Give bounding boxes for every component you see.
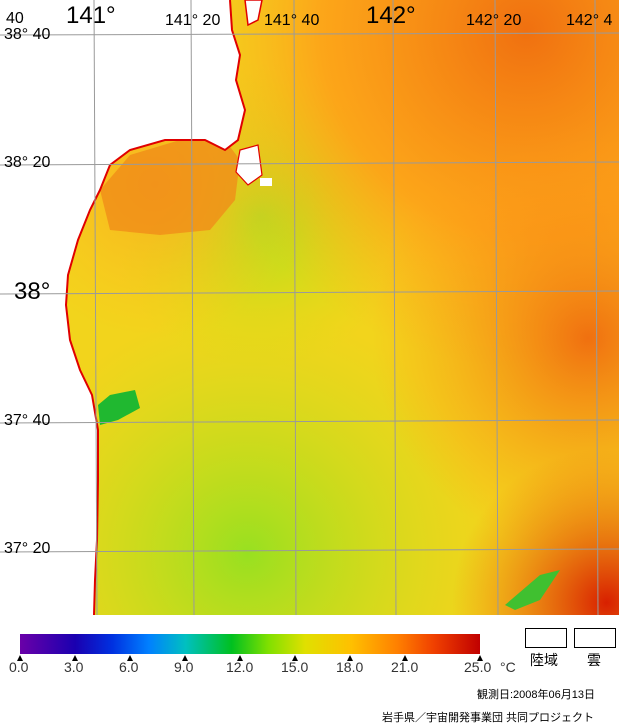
colorbar-tick-label: 12.0 <box>226 659 254 675</box>
colorbar-tick-label: 25.0 <box>464 659 492 675</box>
lon-label-142: 142° <box>366 2 416 29</box>
lon-label-141-20: 141° 20 <box>165 12 221 29</box>
corner-label: 40 <box>6 10 24 27</box>
temperature-color-bar <box>20 634 480 654</box>
lat-label-38-20: 38° 20 <box>4 154 51 171</box>
colorbar-tick-label: 21.0 <box>391 659 419 675</box>
lon-label-142-20: 142° 20 <box>466 12 522 29</box>
colorbar-tick-label: 9.0 <box>174 659 194 675</box>
colorbar-tick-label: 3.0 <box>64 659 84 675</box>
colorbar-unit: °C <box>500 659 516 675</box>
land-legend-label: 陸域 <box>530 652 558 668</box>
lon-label-142-40: 142° 4 <box>566 12 613 29</box>
sea-surface-temperature-map <box>0 0 619 615</box>
lat-label-38: 38° <box>14 278 51 305</box>
cloud-legend-label: 雲 <box>587 652 601 668</box>
credit-text: 岩手県／宇宙開発事業団 共同プロジェクト <box>382 712 595 724</box>
graticule <box>0 0 619 615</box>
land-legend-swatch <box>525 628 567 648</box>
colorbar-tick-label: 18.0 <box>336 659 364 675</box>
observation-date: 観測日:2008年06月13日 <box>477 689 595 701</box>
colorbar-tick-label: 15.0 <box>281 659 309 675</box>
cloud-legend-swatch <box>574 628 616 648</box>
colorbar-tick-label: 0.0 <box>9 659 29 675</box>
land-mass <box>0 0 245 615</box>
lon-label-141-40: 141° 40 <box>264 12 320 29</box>
lat-label-37-20: 37° 20 <box>4 540 51 557</box>
lat-label-38-40: 38° 40 <box>4 26 51 43</box>
lon-label-141: 141° <box>66 2 116 29</box>
colorbar-tick-label: 6.0 <box>119 659 139 675</box>
lat-label-37-40: 37° 40 <box>4 412 51 429</box>
